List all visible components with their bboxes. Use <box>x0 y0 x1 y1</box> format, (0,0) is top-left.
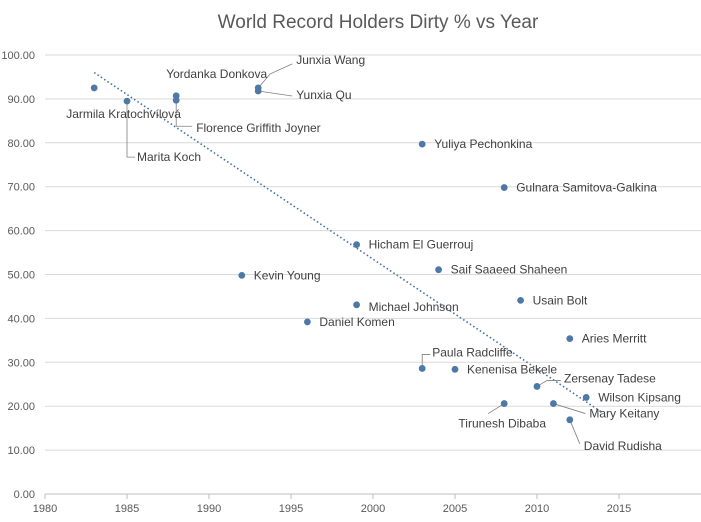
data-point-saif-saaeed-shaheen <box>435 266 442 274</box>
leader-line-david-rudisha <box>569 419 581 444</box>
data-label-gulnara-samitova-galkina: Gulnara Samitova-Galkina <box>516 181 657 195</box>
chart-title: World Record Holders Dirty % vs Year <box>218 12 539 33</box>
data-point-daniel-komen <box>304 318 311 326</box>
data-label-jarmila-kratochvilova: Jarmila Kratochvílová <box>66 107 181 121</box>
data-point-aries-merritt <box>566 335 574 342</box>
data-point-yunxia-qu <box>254 87 262 95</box>
data-label-junxia-wang: Junxia Wang <box>296 53 365 67</box>
data-point-kenenisa-bekele <box>451 365 459 373</box>
data-point-marita-koch <box>123 97 131 105</box>
y-tick-label: 70.00 <box>7 182 35 194</box>
leader-line-paula-radcliffe <box>421 354 431 369</box>
data-label-marita-koch: Marita Koch <box>137 150 201 164</box>
data-label-daniel-komen: Daniel Komen <box>319 315 394 329</box>
data-label-usain-bolt: Usain Bolt <box>533 293 588 307</box>
y-tick-label: 50.00 <box>7 270 35 282</box>
data-point-hicham-el-guerrouj <box>353 241 360 249</box>
data-point-david-rudisha <box>566 416 574 424</box>
data-point-kevin-young <box>238 271 246 279</box>
data-label-yuliya-pechonkina: Yuliya Pechonkina <box>434 137 532 151</box>
data-point-gulnara-samitova-galkina <box>500 184 508 191</box>
point-labels: Jarmila Kratochvílová Marita Koch Yordanka… <box>66 53 681 453</box>
y-tick-label: 60.00 <box>7 226 35 238</box>
data-label-hicham-el-guerrouj: Hicham El Guerrouj <box>369 238 474 252</box>
data-point-michael-johnson <box>353 301 360 309</box>
data-label-aries-merritt: Aries Merritt <box>582 332 647 346</box>
data-label-saif-saaeed-shaheen: Saif Saaeed Shaheen <box>451 263 568 277</box>
data-points <box>90 84 590 424</box>
x-tick-label: 1990 <box>197 503 221 515</box>
data-label-florence-griffith-joyner: Florence Griffith Joyner <box>196 121 321 135</box>
leader-lines <box>126 63 586 444</box>
data-point-yuliya-pechonkina <box>418 140 426 148</box>
y-tick-label: 10.00 <box>7 445 35 457</box>
data-label-tirunesh-dibaba: Tirunesh Dibaba <box>458 417 546 431</box>
data-label-wilson-kipsang: Wilson Kipsang <box>598 390 681 404</box>
data-point-paula-radcliffe <box>418 365 426 372</box>
x-tick-label: 2000 <box>361 503 385 515</box>
x-tick-label: 1985 <box>115 503 139 515</box>
data-label-david-rudisha: David Rudisha <box>584 439 662 453</box>
leader-line-zersenay-tadese <box>536 380 561 387</box>
data-label-zersenay-tadese: Zersenay Tadese <box>564 371 656 385</box>
y-tick-label: 100.00 <box>1 50 35 62</box>
x-tick-label: 2010 <box>525 503 549 515</box>
leader-line-florence-griffith-joyner <box>175 100 193 127</box>
y-tick-label: 0.00 <box>14 489 35 501</box>
data-point-wilson-kipsang <box>582 394 590 401</box>
leader-line-mary-keitany <box>553 403 586 414</box>
data-point-zersenay-tadese <box>533 383 541 390</box>
y-tick-label: 80.00 <box>7 138 35 150</box>
data-label-kenenisa-bekele: Kenenisa Bekele <box>467 362 557 376</box>
data-label-yunxia-qu: Yunxia Qu <box>296 88 351 102</box>
leader-line-marita-koch <box>126 101 135 158</box>
x-tick-label: 2005 <box>443 503 467 515</box>
data-point-tirunesh-dibaba <box>500 400 508 407</box>
leader-line-junxia-wang <box>257 63 293 89</box>
data-label-mary-keitany: Mary Keitany <box>589 407 659 421</box>
x-tick-label: 2015 <box>607 503 631 515</box>
x-tick-label: 1995 <box>279 503 303 515</box>
data-label-michael-johnson: Michael Johnson <box>369 300 459 314</box>
axes: 0.00 10.00 20.00 30.00 40.00 50.00 60.00 70.00 8… <box>1 50 701 515</box>
leader-line-yunxia-qu <box>258 90 293 97</box>
data-point-florence-griffith-joyner <box>172 96 180 104</box>
data-label-paula-radcliffe: Paula Radcliffe <box>432 345 513 359</box>
y-tick-label: 40.00 <box>7 313 35 325</box>
x-tick-label: 1980 <box>33 503 57 515</box>
data-label-kevin-young: Kevin Young <box>254 268 321 282</box>
data-label-yordanka-donkova: Yordanka Donkova <box>166 67 267 81</box>
y-tick-label: 90.00 <box>7 94 35 106</box>
data-point-usain-bolt <box>517 297 524 304</box>
gridlines <box>45 54 701 451</box>
data-point-jarmila-kratochvilova <box>90 84 98 92</box>
data-point-mary-keitany <box>550 400 557 407</box>
y-tick-label: 30.00 <box>7 357 35 369</box>
y-tick-label: 20.00 <box>7 401 35 413</box>
